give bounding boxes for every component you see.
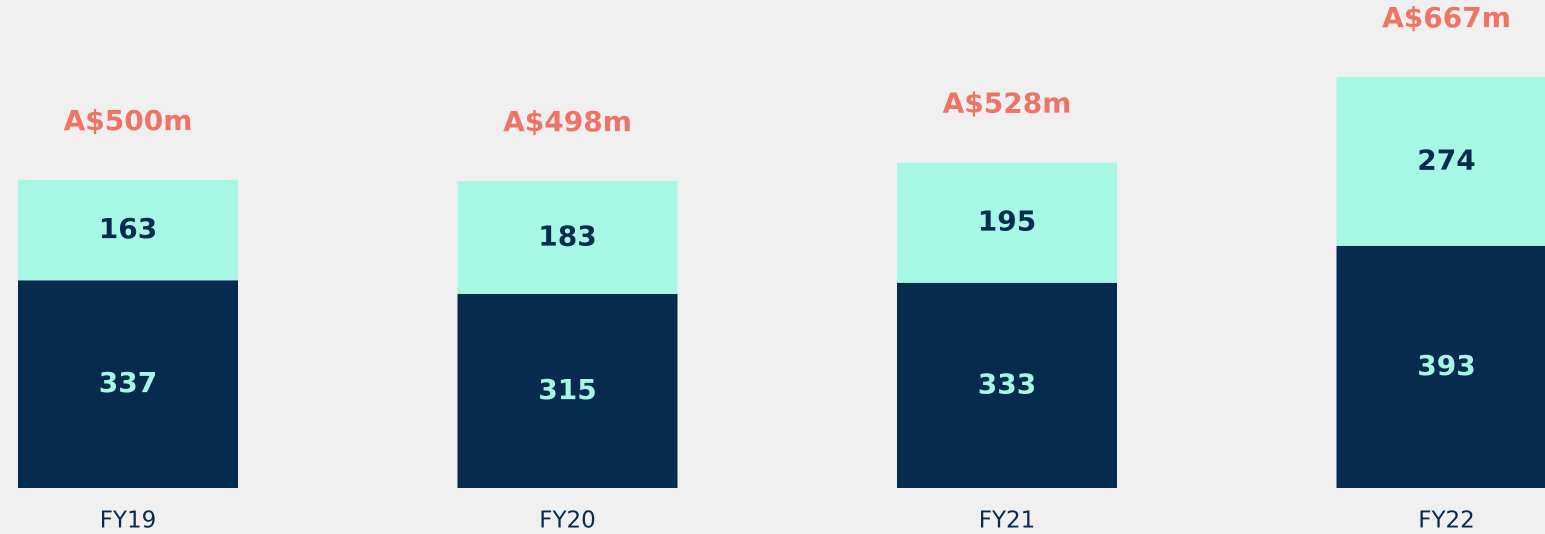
segment-label: 183 bbox=[538, 220, 596, 253]
x-tick-label: FY19 bbox=[100, 508, 157, 534]
total-label: A$528m bbox=[943, 87, 1072, 120]
bar-segment bbox=[18, 280, 238, 488]
segment-label: 337 bbox=[99, 366, 157, 399]
bar-segment bbox=[457, 293, 678, 488]
bar-segment bbox=[897, 162, 1117, 283]
bar-segment bbox=[18, 179, 238, 281]
segment-label: 393 bbox=[1417, 349, 1475, 382]
segment-label: 274 bbox=[1417, 143, 1475, 176]
total-label: A$500m bbox=[64, 104, 193, 137]
x-tick-label: FY22 bbox=[1418, 508, 1475, 534]
x-tick-label: FY20 bbox=[539, 508, 596, 534]
bar-segment bbox=[897, 282, 1117, 488]
bar-segment bbox=[1336, 77, 1545, 246]
segment-label: 195 bbox=[978, 205, 1036, 238]
segment-label: 315 bbox=[538, 373, 596, 406]
segment-label: 333 bbox=[978, 367, 1036, 400]
total-label: A$667m bbox=[1382, 1, 1511, 34]
bar-segment bbox=[457, 181, 678, 294]
segment-label: 163 bbox=[99, 212, 157, 245]
bar-segment bbox=[1336, 245, 1545, 488]
x-tick-label: FY21 bbox=[979, 508, 1036, 534]
total-label: A$498m bbox=[503, 105, 632, 138]
